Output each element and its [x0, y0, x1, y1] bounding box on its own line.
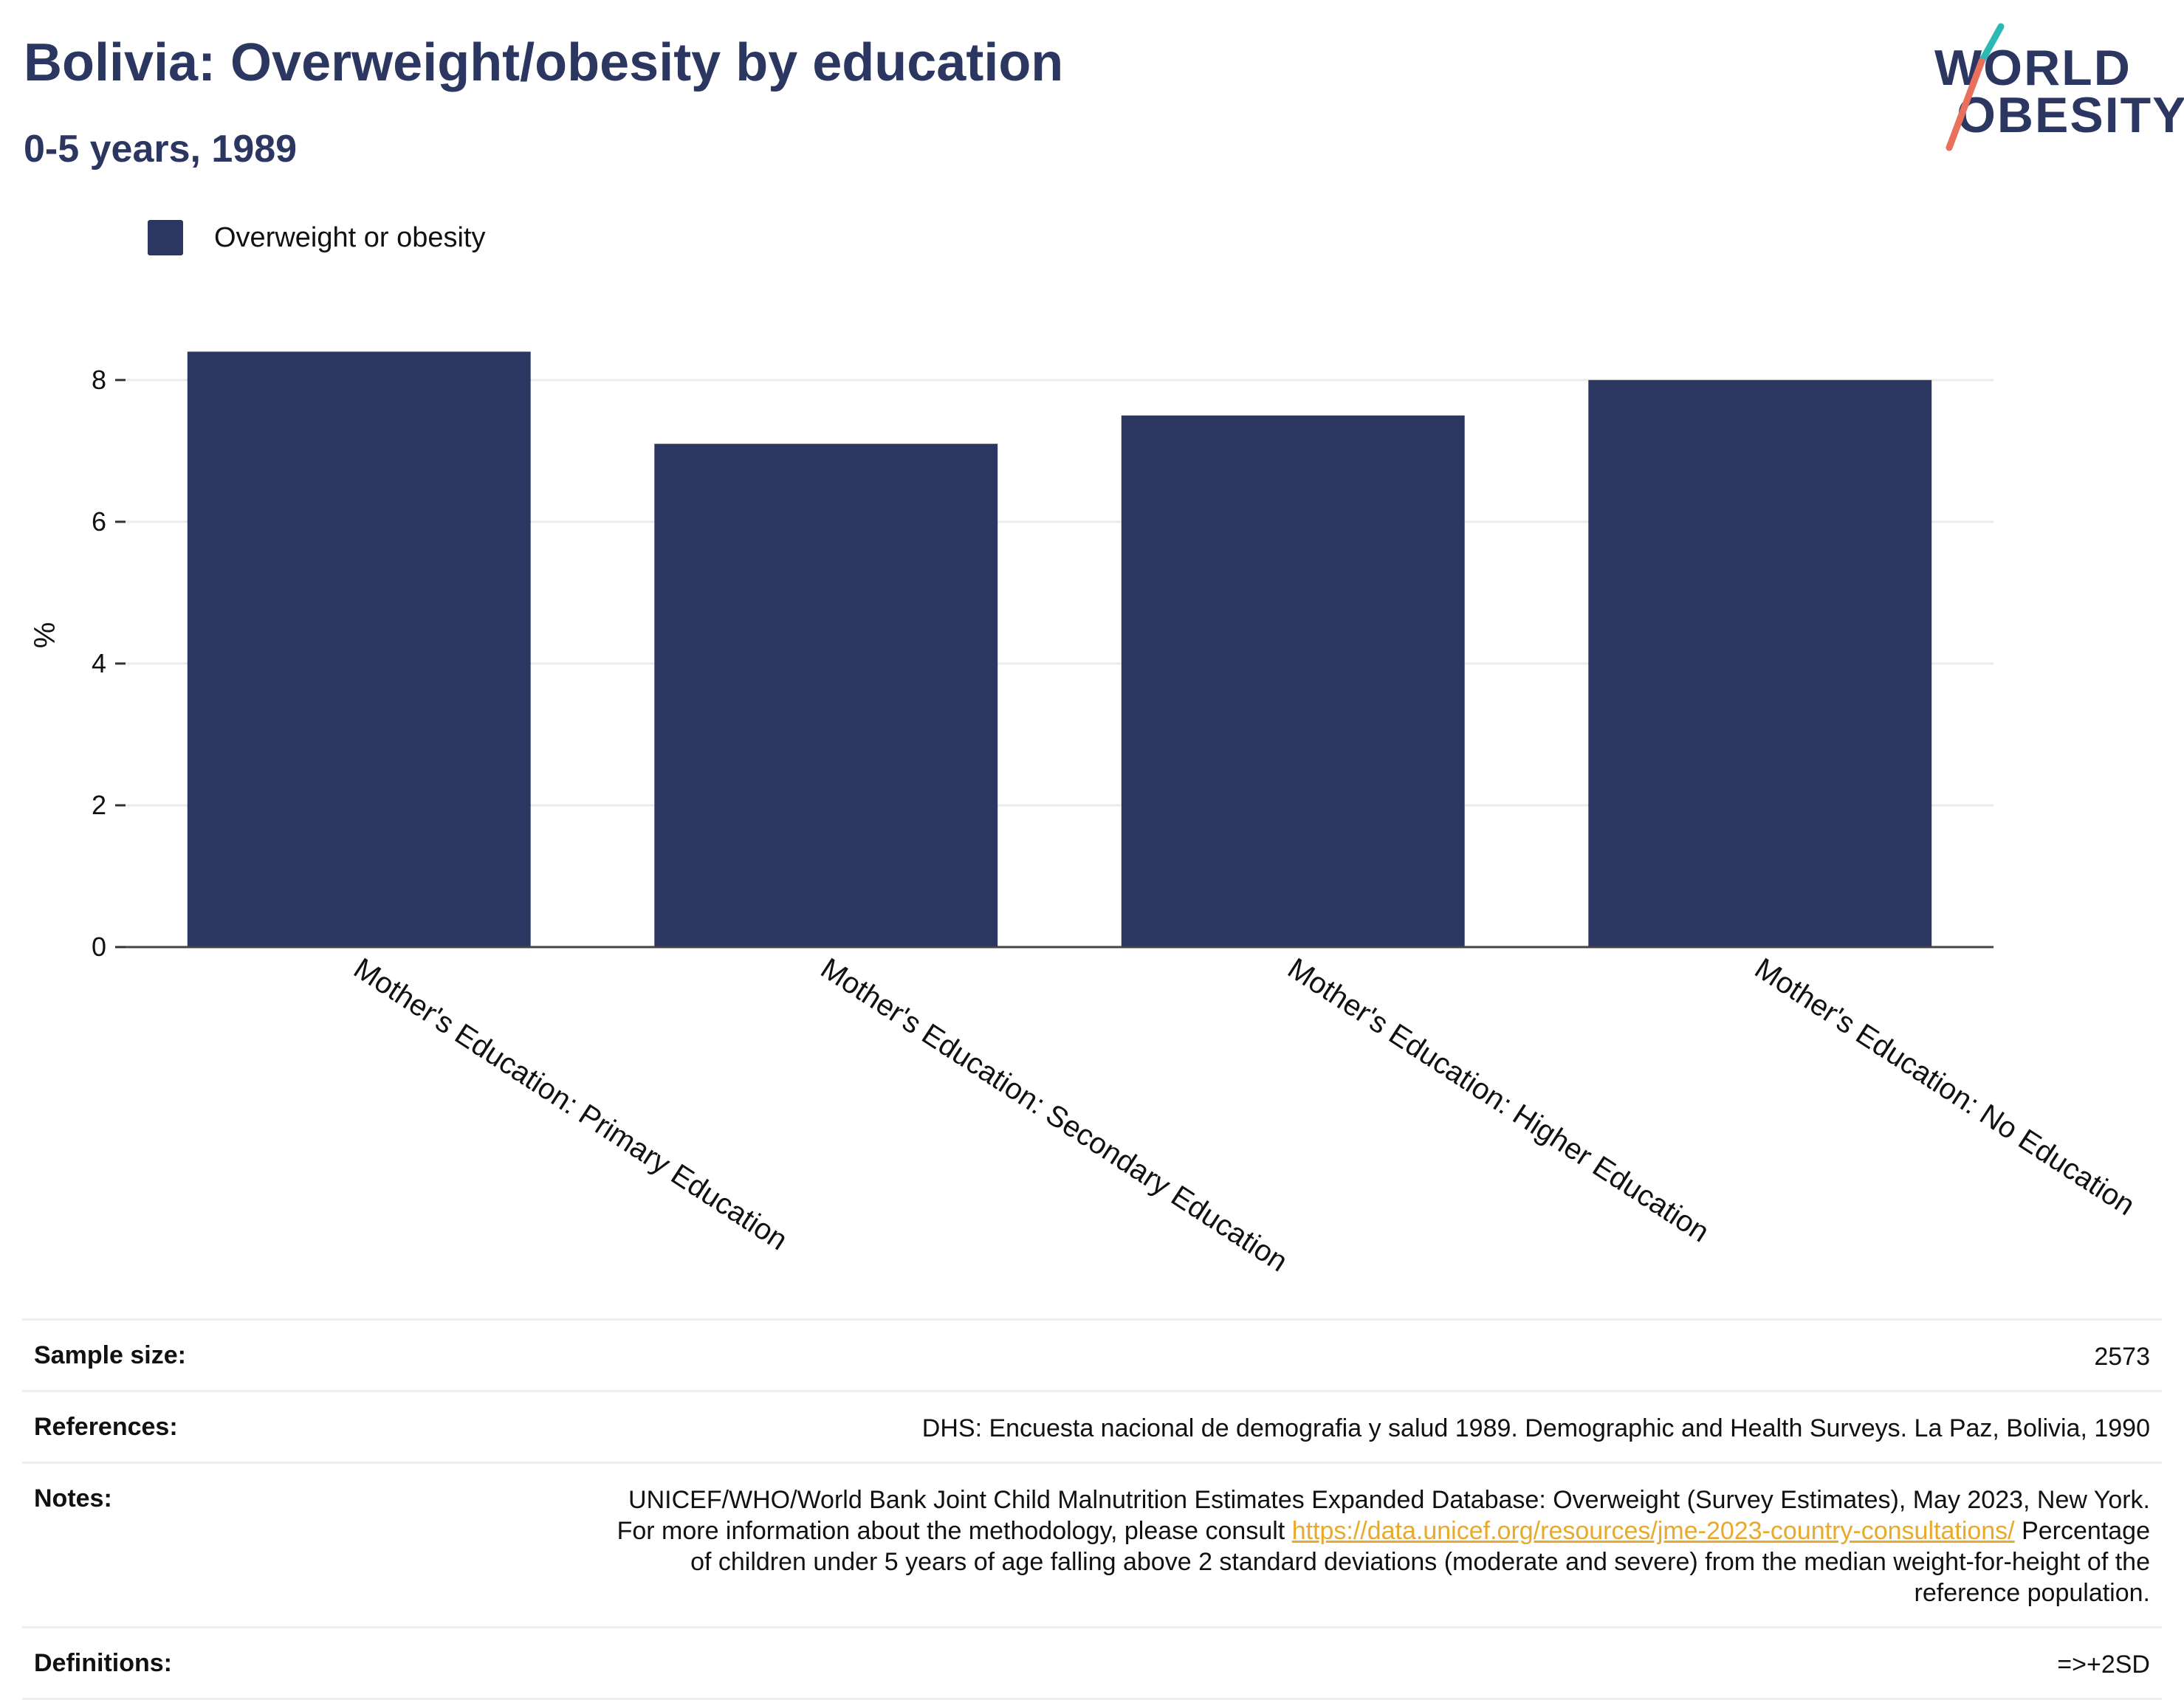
- chart-subtitle: 0-5 years, 1989: [24, 128, 298, 171]
- notes-label: Notes:: [34, 1484, 112, 1513]
- y-tick-label: 6: [92, 506, 106, 537]
- bar: [187, 351, 531, 948]
- legend-swatch: [148, 220, 183, 255]
- info-table: Sample size: 2573 References: DHS: Encue…: [22, 1318, 2162, 1700]
- bar: [1121, 415, 1465, 947]
- references-value: DHS: Encuesta nacional de demografia y s…: [921, 1414, 2150, 1442]
- notes-row: Notes: UNICEF/WHO/World Bank Joint Child…: [22, 1462, 2162, 1626]
- legend-label: Overweight or obesity: [214, 221, 486, 253]
- y-tick-label: 0: [92, 932, 106, 962]
- bar: [654, 444, 998, 947]
- bar: [1588, 379, 1932, 947]
- bar-chart: 0 2 4 6 8% Mother's Education: Primary Educat…: [29, 351, 2140, 1279]
- sample-size-label: Sample size:: [34, 1341, 186, 1369]
- x-tick-label: Mother's Education: Higher Education: [1282, 952, 1714, 1249]
- chart-title: Bolivia: Overweight/obesity by education: [24, 33, 1064, 92]
- definitions-row: Definitions: =>+2SD: [22, 1626, 2162, 1700]
- notes-text-before: UNICEF/WHO/World Bank Joint Child Malnut…: [617, 1486, 2150, 1545]
- legend: Overweight or obesity: [148, 218, 486, 257]
- x-tick-label: Mother's Education: Secondary Education: [815, 952, 1294, 1279]
- y-tick-label: 2: [92, 790, 106, 820]
- y-tick-label: 4: [92, 648, 106, 678]
- x-tick-label: Mother's Education: Primary Education: [348, 952, 793, 1257]
- world-obesity-logo: WORLD OBESITY: [1927, 21, 2184, 154]
- references-label: References:: [34, 1413, 178, 1441]
- logo-line-2: OBESITY: [1957, 87, 2184, 143]
- notes-text-after: Percentage of children under 5 years of …: [690, 1517, 2150, 1607]
- definitions-value: =>+2SD: [2057, 1651, 2150, 1679]
- y-axis-label: %: [29, 622, 61, 649]
- logo-line-1: WORLD: [1934, 40, 2132, 96]
- x-tick-label: Mother's Education: No Education: [1749, 952, 2140, 1222]
- definitions-label: Definitions:: [34, 1649, 172, 1677]
- sample-size-value: 2573: [2094, 1343, 2150, 1371]
- notes-value: UNICEF/WHO/World Bank Joint Child Malnut…: [600, 1484, 2150, 1608]
- references-row: References: DHS: Encuesta nacional de de…: [22, 1390, 2162, 1462]
- y-tick-label: 8: [92, 365, 106, 395]
- sample-size-row: Sample size: 2573: [22, 1318, 2162, 1390]
- notes-link[interactable]: https://data.unicef.org/resources/jme-20…: [1291, 1517, 2015, 1545]
- logo-slash-icon: [1946, 23, 2005, 151]
